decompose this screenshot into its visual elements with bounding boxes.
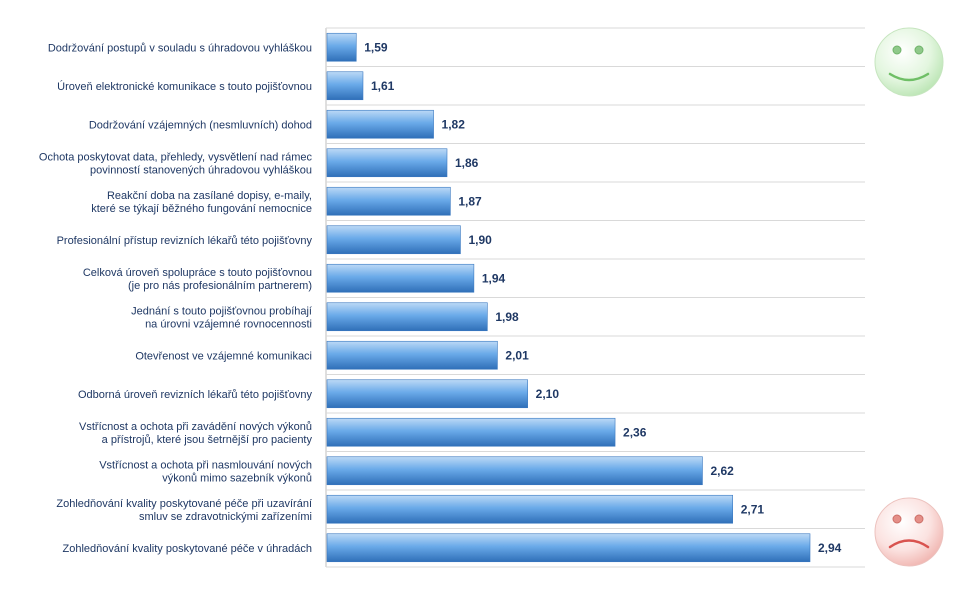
smiley-happy-icon xyxy=(874,27,944,97)
bar xyxy=(326,417,616,447)
category-label: Vstřícnost a ochota při nasmlouvání nový… xyxy=(99,459,312,484)
value-label: 1,90 xyxy=(468,233,492,247)
bar xyxy=(326,32,357,62)
value-label: 1,94 xyxy=(482,271,506,285)
value-label: 2,94 xyxy=(818,541,842,555)
bar xyxy=(326,186,451,216)
category-label: Jednání s touto pojišťovnou probíhají na … xyxy=(131,305,312,330)
smiley-sad-icon xyxy=(874,497,944,567)
value-label: 2,10 xyxy=(536,387,560,401)
bar xyxy=(326,340,498,370)
category-label: Odborná úroveň revizních lékařů této poj… xyxy=(78,389,313,401)
value-label: 1,98 xyxy=(495,310,519,324)
value-label: 1,87 xyxy=(458,194,482,208)
category-label: Reakční doba na zasílané dopisy, e-maily… xyxy=(91,190,312,215)
category-label: Profesionální přístup revizních lékařů t… xyxy=(57,235,313,247)
category-label: Dodržování vzájemných (nesmluvních) doho… xyxy=(89,119,312,131)
value-label: 1,86 xyxy=(455,156,479,170)
value-label: 2,36 xyxy=(623,425,647,439)
value-label: 1,82 xyxy=(442,117,466,131)
category-labels: Dodržování postupů v souladu s úhradovou… xyxy=(39,42,313,555)
category-label: Otevřenost ve vzájemné komunikaci xyxy=(135,350,312,362)
category-label: Celková úroveň spolupráce s touto pojišť… xyxy=(83,267,312,292)
value-label: 1,59 xyxy=(364,40,388,54)
category-label: Vstřícnost a ochota při zavádění nových … xyxy=(79,421,312,446)
category-label: Zohledňování kvality poskytované péče v … xyxy=(63,543,313,555)
value-label: 2,71 xyxy=(741,502,765,516)
bar xyxy=(326,456,703,486)
bars-layer xyxy=(326,32,811,563)
bar xyxy=(326,148,448,178)
bar xyxy=(326,494,733,524)
category-label: Dodržování postupů v souladu s úhradovou… xyxy=(48,42,312,54)
bar xyxy=(326,263,475,293)
value-label: 2,01 xyxy=(505,348,529,362)
category-label: Ochota poskytovat data, přehledy, vysvět… xyxy=(39,151,313,176)
bar xyxy=(326,71,364,101)
category-label: Úroveň elektronické komunikace s touto p… xyxy=(57,80,312,93)
bar xyxy=(326,533,811,563)
category-label: Zohledňování kvality poskytované péče př… xyxy=(56,498,312,523)
bar xyxy=(326,109,434,139)
bar xyxy=(326,379,528,409)
bar xyxy=(326,225,461,255)
value-label: 1,61 xyxy=(371,79,395,93)
grid-layer xyxy=(325,27,865,568)
value-label: 2,62 xyxy=(710,464,734,478)
bar xyxy=(326,302,488,332)
value-labels: 1,59 1,61 1,82 1,86 1,87 1,90 1,94 1,98 2,01 2,10… xyxy=(364,40,841,555)
